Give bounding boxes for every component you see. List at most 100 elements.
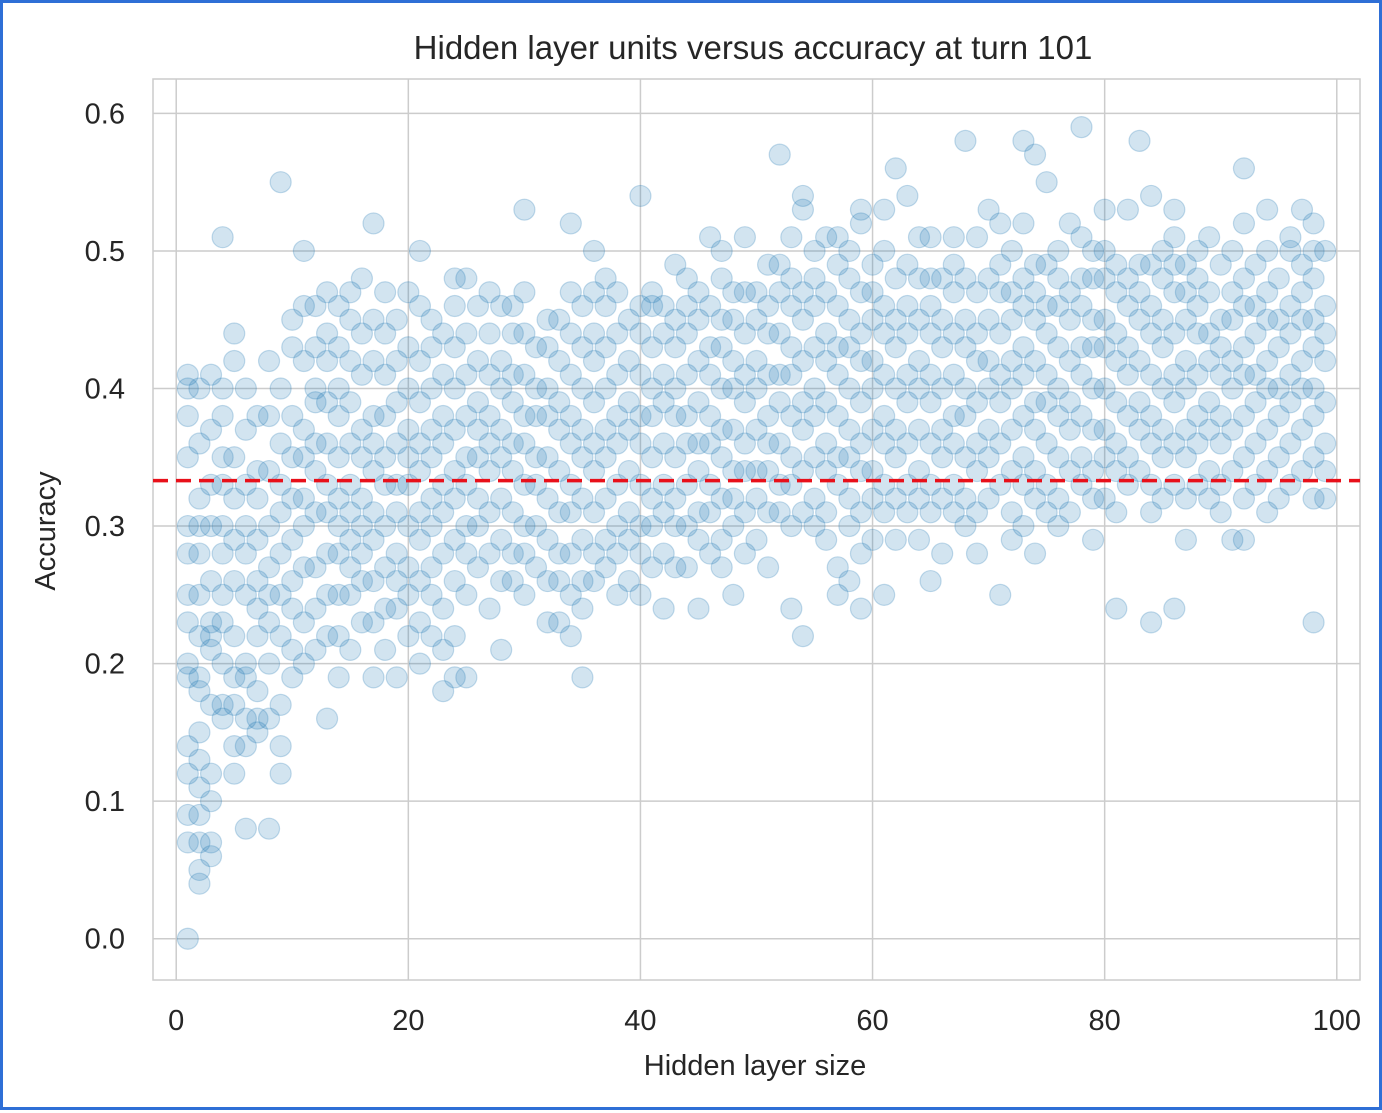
scatter-point — [594, 336, 617, 359]
scatter-point — [954, 446, 977, 469]
scatter-point — [1105, 501, 1128, 524]
scatter-point — [385, 432, 408, 455]
scatter-point — [629, 583, 652, 606]
scatter-point — [722, 349, 745, 373]
scatter-point — [780, 363, 803, 386]
scatter-point — [675, 514, 698, 538]
scatter-point — [362, 501, 385, 524]
x-tick-label: 60 — [856, 1005, 888, 1037]
scatter-point — [1093, 267, 1116, 290]
scatter-point — [617, 391, 640, 414]
scatter-point — [234, 542, 257, 565]
scatter-point — [466, 446, 490, 469]
scatter-point — [466, 418, 490, 441]
scatter-point — [629, 294, 652, 318]
scatter-point — [420, 377, 443, 400]
scatter-point — [571, 597, 594, 620]
scatter-point — [768, 281, 791, 304]
scatter-point — [188, 748, 211, 772]
scatter-point — [664, 377, 687, 400]
scatter-point — [989, 583, 1012, 606]
scatter-point — [1232, 528, 1256, 551]
scatter-point — [826, 336, 849, 359]
scatter-point — [989, 322, 1012, 345]
scatter-point — [652, 597, 675, 620]
scatter-point — [780, 294, 803, 318]
scatter-point — [188, 666, 211, 689]
scatter-point — [292, 514, 315, 538]
scatter-point — [443, 377, 466, 400]
scatter-point — [327, 583, 350, 606]
scatter-point — [304, 377, 327, 400]
scatter-point — [211, 693, 234, 716]
scatter-point — [1105, 597, 1128, 620]
scatter-point — [315, 432, 339, 455]
scatter-point — [1221, 281, 1244, 304]
scatter-point — [199, 831, 223, 854]
scatter-point — [652, 432, 675, 455]
scatter-point — [1163, 281, 1186, 304]
scatter-point — [1279, 391, 1302, 414]
scatter-point — [1012, 294, 1035, 318]
scatter-point — [803, 336, 826, 359]
scatter-point — [524, 514, 548, 538]
scatter-point — [269, 432, 292, 455]
scatter-point — [965, 322, 989, 345]
scatter-point — [362, 611, 385, 634]
scatter-point — [188, 514, 211, 538]
scatter-point — [803, 377, 826, 400]
scatter-point — [420, 336, 443, 359]
scatter-point — [176, 652, 199, 675]
scatter-point — [884, 377, 907, 400]
scatter-point — [873, 404, 896, 428]
scatter-point — [350, 418, 374, 441]
scatter-point — [501, 322, 524, 345]
scatter-point — [397, 556, 420, 579]
scatter-point — [571, 666, 594, 689]
scatter-point — [1116, 446, 1139, 469]
scatter-point — [617, 501, 640, 524]
scatter-point — [350, 611, 374, 634]
scatter-point — [780, 446, 803, 469]
scatter-point — [582, 391, 606, 414]
scatter-point — [1221, 239, 1244, 263]
scatter-point — [1314, 349, 1337, 373]
scatter-point — [455, 514, 478, 538]
scatter-point — [559, 404, 582, 428]
x-tick-label: 40 — [624, 1005, 656, 1037]
scatter-point — [989, 281, 1012, 304]
scatter-point — [896, 253, 919, 276]
scatter-point — [559, 212, 582, 235]
scatter-point — [803, 446, 826, 469]
scatter-point — [606, 281, 629, 304]
scatter-point — [513, 363, 536, 386]
scatter-point — [826, 226, 849, 249]
scatter-point — [327, 336, 350, 359]
scatter-point — [838, 569, 861, 593]
scatter-point — [1023, 253, 1047, 276]
scatter-point — [1186, 294, 1209, 318]
scatter-point — [1070, 294, 1093, 318]
scatter-point — [977, 267, 1000, 290]
scatter-point — [861, 349, 884, 373]
scatter-point — [339, 308, 362, 331]
scatter-point — [733, 432, 756, 455]
scatter-point — [849, 322, 873, 345]
scatter-point — [1000, 239, 1023, 263]
scatter-point — [606, 363, 629, 386]
scatter-point — [1139, 501, 1163, 524]
scatter-point — [1081, 377, 1105, 400]
scatter-point — [269, 735, 292, 758]
scatter-point — [176, 404, 199, 428]
scatter-point — [965, 459, 989, 483]
scatter-point — [397, 377, 420, 400]
scatter-point — [478, 404, 501, 428]
scatter-point — [1139, 294, 1163, 318]
scatter-point — [1163, 322, 1186, 345]
scatter-point — [652, 542, 675, 565]
scatter-point — [362, 432, 385, 455]
scatter-point — [199, 363, 223, 386]
scatter-point — [896, 432, 919, 455]
scatter-point — [1186, 404, 1209, 428]
scatter-point — [1314, 432, 1337, 455]
